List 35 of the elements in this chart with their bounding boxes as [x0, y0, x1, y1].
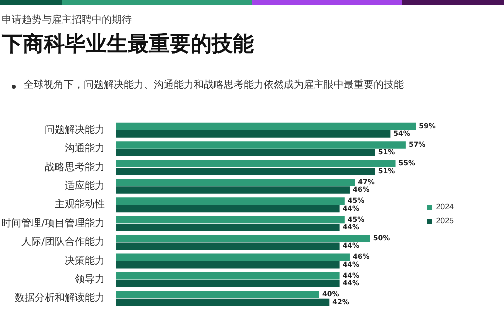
y-tick-label: 战略思考能力: [45, 161, 105, 174]
y-tick-label: 时间管理/项目管理能力: [2, 217, 105, 230]
bar: [116, 122, 416, 130]
bar: [116, 168, 376, 176]
bar: [116, 242, 340, 250]
y-tick-label: 问题解决能力: [45, 124, 105, 136]
bar: [116, 198, 345, 205]
y-tick-label: 决策能力: [65, 254, 105, 267]
y-tick-label: 主观能动性: [55, 198, 105, 211]
bar: [116, 254, 350, 262]
y-tick-label: 人际/团队合作能力: [22, 236, 105, 248]
bar: [116, 216, 345, 224]
bar: [116, 272, 340, 280]
y-tick-label: 数据分析和解读能力: [15, 292, 105, 304]
legend-label: 2025: [436, 216, 455, 226]
bar: [116, 149, 376, 157]
bar: [116, 186, 350, 194]
y-tick-label: 沟通能力: [65, 142, 105, 155]
bar: [116, 205, 340, 213]
chart-title: 下商科毕业生最重要的技能: [2, 30, 254, 58]
bar: [116, 178, 356, 186]
bar: [116, 224, 340, 232]
bar: [116, 130, 391, 138]
bar: [116, 291, 320, 298]
y-tick-label: 领导力: [75, 274, 105, 286]
y-tick-label: 适应能力: [65, 180, 105, 192]
bar: [116, 298, 330, 306]
bar: [116, 160, 396, 168]
bar: [116, 142, 406, 149]
legend-label: 2024: [436, 202, 455, 212]
bar: [116, 280, 340, 288]
text: 申请趋势与雇主招聘中的期待: [2, 14, 132, 27]
bar: [116, 235, 370, 242]
chart-subtitle: 全球视角下，问题解决能力、沟通能力和战略思考能力依然成为雇主眼中最重要的技能: [24, 78, 404, 92]
bar: [116, 261, 340, 269]
